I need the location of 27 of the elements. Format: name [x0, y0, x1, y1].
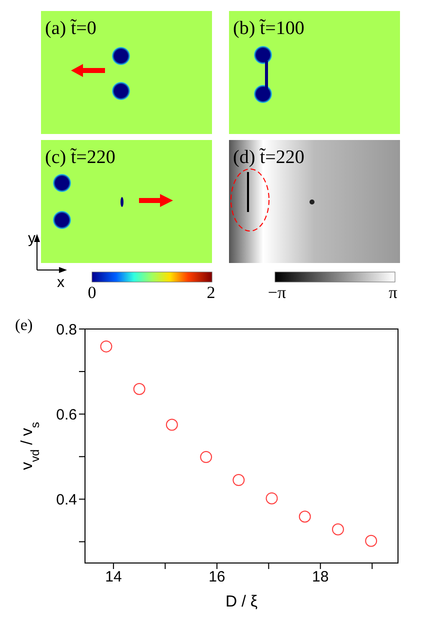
text: (d) t̃=220: [233, 147, 304, 168]
point: [100, 340, 112, 352]
x-tick-label: 16: [208, 568, 226, 586]
point: [332, 523, 344, 536]
point: [266, 492, 278, 504]
point: [166, 418, 178, 431]
point: [232, 474, 245, 486]
text: −π: [268, 283, 286, 302]
x-tick-label: 18: [312, 568, 329, 586]
text: 0: [88, 283, 96, 302]
x-tick-label: 14: [105, 568, 122, 586]
text: 2: [206, 283, 216, 302]
text: π: [388, 283, 398, 302]
y-tick-label: 0.8: [56, 321, 77, 338]
point: [298, 510, 311, 523]
text: x: [57, 274, 65, 291]
point: [200, 451, 212, 464]
point: [133, 382, 146, 395]
text: (c) t̃=220: [45, 147, 116, 168]
chart-title: (e): [15, 317, 33, 334]
text: (b) t̃=100: [233, 18, 304, 39]
y-tick-label: 0.4: [56, 492, 77, 509]
text: y: [28, 230, 36, 247]
point: [365, 534, 378, 547]
y-tick-label: 0.6: [56, 406, 77, 424]
text: (a) t̃=0: [45, 18, 96, 39]
x-axis-title: D / ξ: [225, 593, 258, 610]
